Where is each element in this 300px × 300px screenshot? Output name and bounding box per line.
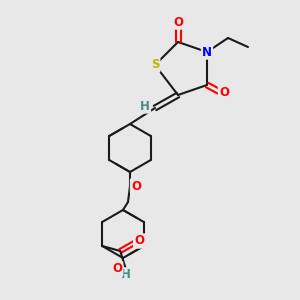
- Text: H: H: [140, 100, 150, 112]
- Text: O: O: [134, 235, 144, 248]
- Text: N: N: [202, 46, 212, 59]
- Text: S: S: [151, 58, 159, 71]
- Text: O: O: [173, 16, 183, 28]
- Text: O: O: [219, 86, 229, 100]
- Text: H: H: [121, 268, 131, 281]
- Text: O: O: [112, 262, 122, 275]
- Text: O: O: [131, 179, 141, 193]
